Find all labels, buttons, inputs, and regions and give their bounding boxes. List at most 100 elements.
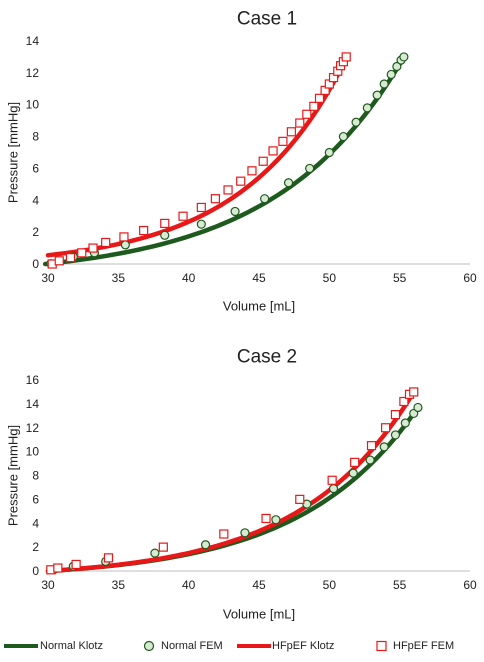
data-point-normal-fem (260, 194, 270, 204)
series-line-normal-klotz (42, 54, 407, 267)
data-point-normal-fem (160, 230, 170, 240)
series-line-hfpef-klotz (45, 53, 350, 258)
data-point-hfpef-fem (158, 542, 168, 552)
data-point-normal-fem (379, 79, 389, 89)
x-tick-label: 45 (252, 271, 266, 285)
data-point-hfpef-fem (341, 52, 351, 62)
data-point-normal-fem (351, 117, 361, 127)
data-point-hfpef-fem (309, 101, 319, 111)
series-line-normal-klotz (45, 405, 421, 574)
x-tick-label: 35 (112, 271, 126, 285)
data-point-hfpef-fem (103, 553, 114, 563)
data-point-hfpef-fem (88, 243, 98, 253)
x-tick-label: 55 (393, 271, 407, 285)
data-point-hfpef-fem (261, 513, 271, 524)
x-tick-label: 30 (41, 578, 55, 592)
data-point-normal-fem (392, 61, 402, 72)
data-point-normal-fem (399, 52, 409, 62)
data-point-hfpef-fem (302, 109, 312, 119)
data-point-normal-fem (196, 219, 206, 229)
data-point-normal-fem (305, 163, 315, 174)
data-point-normal-fem (328, 484, 339, 494)
data-point-normal-fem (386, 69, 396, 80)
x-axis-label: Volume [mL] (223, 607, 295, 622)
data-point-normal-fem (240, 528, 250, 538)
data-point-normal-fem (348, 468, 358, 478)
x-tick-label: 40 (182, 578, 196, 592)
data-point-hfpef-fem (119, 232, 129, 242)
data-point-normal-fem (230, 206, 240, 217)
data-point-hfpef-fem (366, 441, 377, 451)
data-point-normal-fem (400, 418, 410, 428)
data-point-hfpef-fem (196, 202, 206, 213)
data-point-hfpef-fem (390, 410, 401, 420)
data-point-hfpef-fem (219, 529, 229, 539)
data-point-normal-fem (200, 540, 211, 550)
legend-label: HFpEF FEM (393, 640, 454, 652)
y-tick-label: 4 (32, 193, 39, 207)
data-point-hfpef-fem (247, 166, 257, 176)
data-point-hfpef-fem (381, 423, 391, 433)
data-point-hfpef-fem (54, 256, 64, 266)
y-tick-label: 2 (32, 225, 39, 239)
y-tick-label: 8 (32, 469, 39, 483)
y-axis-label: Pressure [mmHg] (6, 102, 21, 203)
data-point-normal-fem (413, 402, 423, 413)
data-point-hfpef-fem (295, 494, 305, 504)
y-tick-label: 14 (26, 34, 40, 48)
data-point-hfpef-fem (350, 457, 360, 467)
y-tick-label: 12 (26, 421, 40, 435)
data-point-hfpef-fem (101, 237, 111, 248)
y-tick-label: 0 (32, 564, 39, 578)
x-tick-label: 40 (182, 271, 196, 285)
data-point-hfpef-fem (258, 156, 268, 166)
legend-swatch-normal-fem (143, 640, 155, 652)
legend: Normal Klotz Normal FEM HFpEF Klotz HFpEF F… (4, 640, 454, 652)
x-tick-label: 45 (252, 578, 266, 592)
y-tick-label: 6 (32, 161, 39, 175)
chart-title: Case 2 (237, 347, 297, 368)
y-tick-label: 12 (26, 66, 40, 80)
data-point-hfpef-fem (139, 225, 149, 236)
data-point-normal-fem (372, 90, 382, 100)
x-tick-label: 55 (393, 578, 407, 592)
y-tick-label: 10 (26, 445, 40, 459)
y-tick-label: 14 (26, 397, 40, 411)
chart-case-2: Case 2 30 35 40 45 50 55 60 0 2 4 6 8 10 12 14 16 Volume … (6, 347, 477, 622)
x-tick-label: 60 (463, 578, 477, 592)
data-point-hfpef-fem (295, 118, 305, 128)
y-tick-label: 2 (32, 540, 39, 554)
data-point-normal-fem (338, 131, 348, 142)
data-point-normal-fem (324, 147, 334, 158)
y-tick-label: 6 (32, 492, 39, 506)
x-tick-label: 60 (463, 271, 477, 285)
data-point-normal-fem (379, 442, 389, 452)
x-tick-label: 30 (41, 271, 55, 285)
data-point-normal-fem (365, 455, 375, 465)
data-point-normal-fem (390, 430, 401, 440)
y-tick-label: 8 (32, 130, 39, 144)
x-tick-label: 35 (112, 578, 126, 592)
data-point-hfpef-fem (327, 475, 337, 485)
data-point-hfpef-fem (409, 387, 419, 397)
y-tick-label: 0 (32, 257, 39, 271)
legend-label: Normal FEM (161, 640, 223, 652)
data-point-normal-fem (271, 515, 281, 525)
legend-swatch-hfpef-fem (376, 640, 387, 652)
chart-case-1: Case 1 30 35 40 45 50 55 60 0 2 4 6 8 10 12 14 Volume [m… (6, 9, 477, 314)
data-point-hfpef-fem (268, 146, 278, 156)
y-tick-label: 10 (26, 98, 40, 112)
data-point-normal-fem (283, 178, 294, 188)
data-point-hfpef-fem (236, 176, 246, 186)
data-point-normal-fem (362, 103, 372, 113)
y-axis-label: Pressure [mmHg] (6, 425, 21, 526)
data-point-hfpef-fem (53, 563, 63, 573)
data-point-hfpef-fem (278, 136, 288, 146)
data-point-hfpef-fem (160, 218, 170, 228)
legend-label: Normal Klotz (40, 640, 103, 652)
x-axis-label: Volume [mL] (223, 299, 295, 314)
data-point-hfpef-fem (399, 396, 409, 407)
y-tick-label: 4 (32, 516, 39, 530)
data-point-hfpef-fem (314, 93, 325, 103)
